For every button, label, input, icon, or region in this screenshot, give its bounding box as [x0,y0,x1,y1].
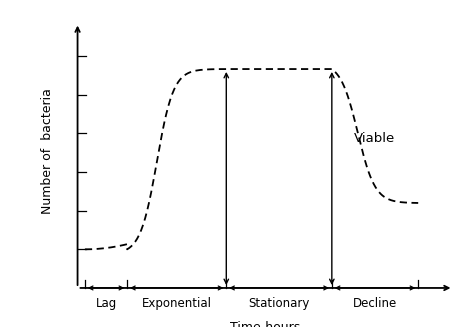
Text: Time-hours: Time-hours [229,321,300,327]
Text: Number of  bacteria: Number of bacteria [41,89,54,215]
Text: Exponential: Exponential [142,297,212,310]
Text: Stationary: Stationary [248,297,310,310]
Text: Lag: Lag [95,297,117,310]
Text: Decline: Decline [353,297,397,310]
Text: Viable: Viable [354,132,395,145]
